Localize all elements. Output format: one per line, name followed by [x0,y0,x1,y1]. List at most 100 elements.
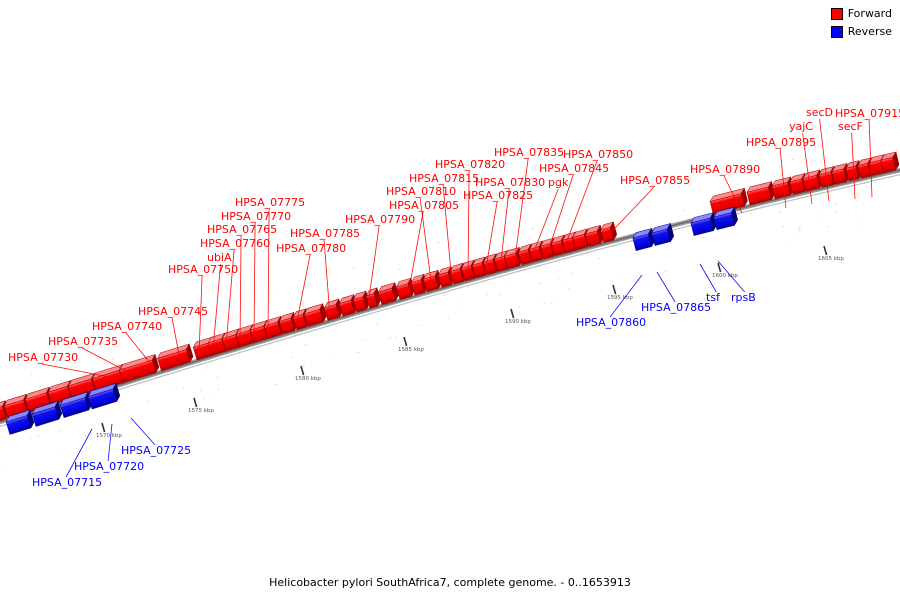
legend-item-reverse: Reverse [830,24,892,39]
label-leader-line [42,363,121,380]
feature-label: HPSA_07735 [48,335,118,348]
axis-ticks: 1570 kbp 1575 kbp 1580 kbp 1585 kbp 1590 kbp… [96,245,844,439]
label-leader-line [561,160,598,255]
label-leader-line [212,263,222,351]
feature-label: HPSA_07805 [389,199,459,212]
label-leader-line [225,249,235,347]
feature-label: HPSA_07825 [463,189,533,202]
feature-label: HPSA_07745 [138,305,208,318]
gene-block-forward [600,221,618,243]
label-leader-line [499,188,510,271]
label-leader-line [107,423,113,462]
feature-label: HPSA_07860 [576,316,646,329]
label-leader-line [65,428,93,478]
label-leader-line [467,170,470,280]
feature-label: HPSA_07760 [200,237,270,250]
gene-block-reverse [632,227,656,251]
gene-block-forward [585,224,604,247]
feature-label: HPSA_07785 [290,227,360,240]
label-leader-line [419,197,433,289]
feature-label: HPSA_07835 [494,146,564,159]
label-leader-line [779,148,787,209]
axis-tick-label: 1590 kbp [505,319,531,325]
axis-tick-label: 1595 kbp [607,295,633,301]
axis-tick-mark [403,336,408,347]
feature-label: HPSA_07865 [641,301,711,314]
feature-label: HPSA_07725 [121,444,191,457]
legend-item-forward: Forward [830,6,892,21]
feature-label: yajC [789,120,813,133]
axis-tick-label: 1570 kbp [96,433,122,439]
feature-label: HPSA_07720 [74,460,144,473]
legend-label-reverse: Reverse [847,24,892,38]
gene-block-reverse [690,211,717,236]
label-leader-line [851,132,856,200]
gene-block-reverse [5,409,35,435]
feature-labels: HPSA_07730 HPSA_07735 HPSA_07740 HPSA_07745… [8,106,900,489]
gene-block-reverse [59,391,93,418]
label-leader-line [609,274,643,318]
feature-label: HPSA_07845 [539,162,609,175]
gene-block-reverse [31,400,63,427]
figure-caption: Helicobacter pylori SouthAfrica7, comple… [269,576,631,589]
feature-label: HPSA_07770 [221,210,291,223]
axis-tick-label: 1575 kbp [188,408,214,414]
feature-label: secD [806,106,833,119]
label-leader-line [529,188,559,263]
label-leader-line [323,239,331,318]
axis-tick-label: 1600 kbp [712,273,738,279]
axis-tick-mark [101,422,106,433]
label-leader-line [442,184,453,284]
label-leader-line [599,186,655,245]
feature-label: HPSA_07820 [435,158,505,171]
gene-features [0,151,900,435]
label-leader-line [545,174,574,259]
label-leader-line [239,235,242,343]
axis-tick-label: 1580 kbp [295,376,321,382]
label-leader-line [295,254,311,327]
feature-label: HPSA_07765 [207,223,277,236]
gene-block-forward [303,303,327,327]
gene-block-forward [157,343,194,372]
label-leader-lines [42,118,873,478]
gene-block-forward [709,187,748,215]
legend-label-forward: Forward [847,6,892,20]
feature-label: HPSA_07780 [276,242,346,255]
gene-block-forward [746,180,775,206]
gene-block-forward [880,151,900,174]
feature-label: HPSA_07750 [168,263,238,276]
gene-block-forward [377,282,399,306]
genome-axis [0,167,900,428]
label-leader-line [723,175,743,214]
label-leader-line [656,271,676,303]
label-leader-line [717,260,745,293]
axis-tick-mark [612,284,617,295]
gene-block-forward [323,298,343,321]
label-leader-line [802,132,813,205]
feature-label: HPSA_07850 [563,148,633,161]
gene-block-reverse [87,382,121,410]
feature-label: HPSA_07855 [620,174,690,187]
legend-swatch-reverse [830,25,843,38]
legend: Forward Reverse [830,6,892,42]
label-leader-line [267,208,270,335]
label-leader-line [367,225,380,307]
feature-label: HPSA_07830 [475,176,545,189]
axis-tick-label: 1585 kbp [398,347,424,353]
gene-block-reverse [651,222,675,246]
label-leader-line [819,118,830,202]
label-leader-line [513,158,529,267]
feature-label: HPSA_07895 [746,136,816,149]
feature-label: tsf [706,291,721,304]
axis-tick-mark [510,308,515,319]
axis-tick-label: 1605 kbp [818,256,844,262]
feature-label: HPSA_07775 [235,196,305,209]
feature-label: HPSA_07730 [8,351,78,364]
label-leader-line [81,347,133,375]
label-leader-line [171,317,181,361]
feature-label: HPSA_07715 [32,476,102,489]
feature-label: ubiA [207,251,232,264]
feature-label: HPSA_07810 [386,185,456,198]
